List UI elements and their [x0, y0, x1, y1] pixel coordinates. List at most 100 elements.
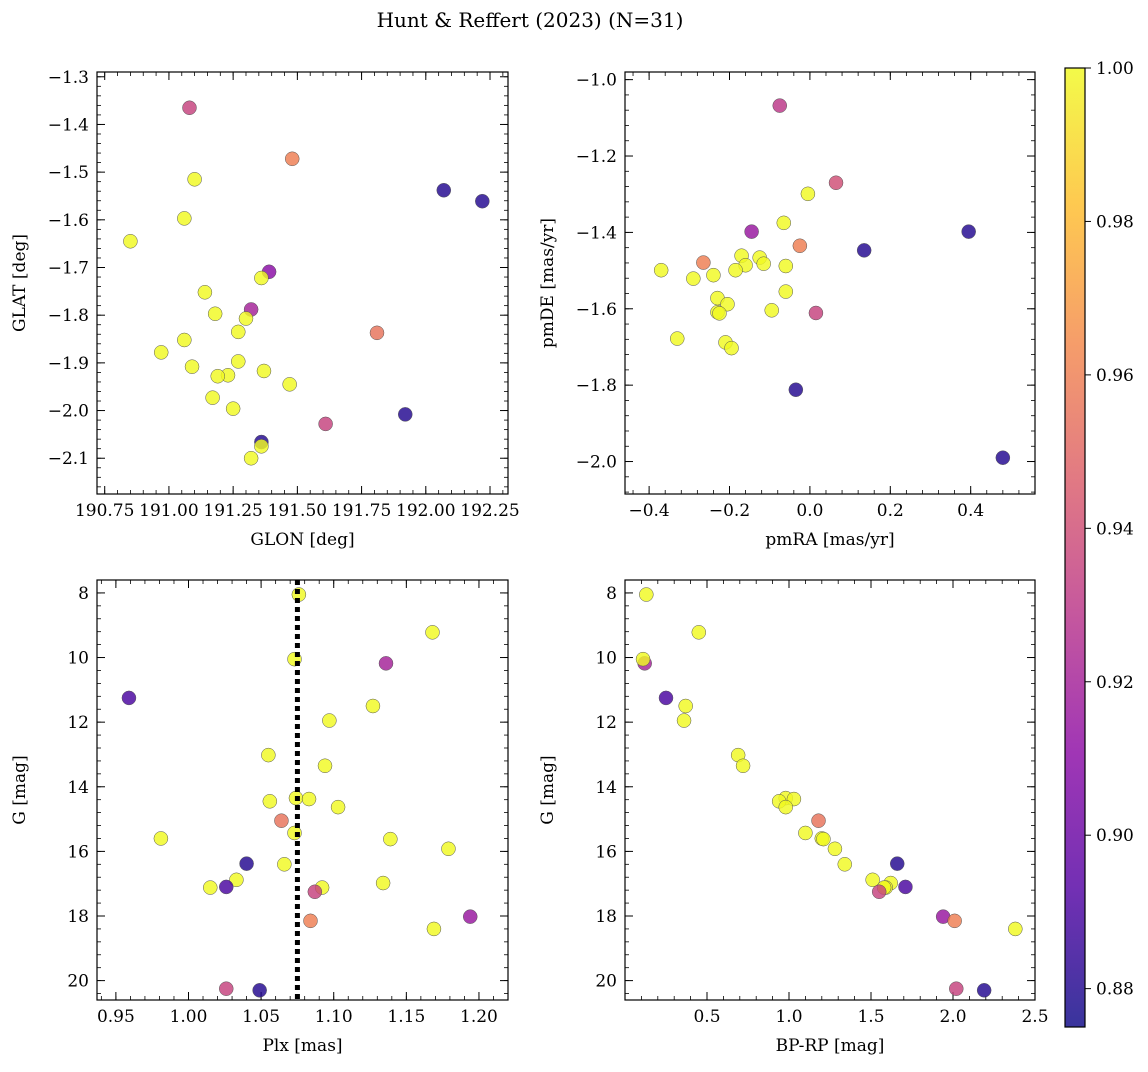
x-tick-label: −0.4	[628, 501, 669, 521]
scatter-point	[177, 332, 192, 348]
x-tick-label: 1.15	[387, 1007, 425, 1027]
scatter-point	[239, 856, 254, 871]
y-tick-label: −2.1	[48, 449, 89, 469]
scatter-point	[764, 303, 779, 318]
x-tick-label: 1.00	[170, 1007, 208, 1027]
x-tick-label: 192.25	[460, 501, 519, 521]
scatter-point	[121, 690, 137, 706]
scatter-point	[475, 193, 490, 209]
y-tick-label: 20	[595, 972, 617, 992]
x-tick-label: 2.0	[939, 1007, 966, 1027]
x-tick-label: 1.05	[242, 1007, 280, 1027]
x-tick-label: 191.50	[268, 501, 327, 521]
scatter-point	[262, 794, 278, 809]
scatter-point	[778, 284, 794, 299]
scatter-point	[219, 981, 234, 996]
panel-bprp-g: 0.5 1.0 1.5 2.0 2.5 8 10 12 14 16 18 20 BP-RP [mag] G…	[538, 579, 1049, 1056]
scatter-point	[720, 296, 735, 312]
y-tick-label: −2.0	[48, 402, 89, 422]
y-tick-label: −1.6	[48, 211, 89, 231]
x-tick-label: −0.2	[709, 501, 750, 521]
x-axis-label: GLON [deg]	[250, 530, 354, 550]
y-tick-label: −1.6	[576, 300, 617, 320]
plot-frame	[96, 71, 509, 495]
colorbar-tick-label: 0.90	[1096, 826, 1134, 846]
colorbar-tick-label: 1.00	[1096, 59, 1134, 79]
x-tick-label: 2.5	[1021, 1007, 1048, 1027]
plot-frame	[624, 579, 1036, 1001]
y-tick-label: 18	[67, 907, 89, 927]
scatter-point	[949, 981, 964, 996]
scatter-point	[207, 306, 223, 322]
scatter-point	[317, 758, 333, 774]
x-tick-label: 0.5	[693, 1007, 720, 1027]
scatter-point	[231, 354, 246, 369]
colorbar-tick-label: 0.88	[1096, 980, 1134, 1000]
x-tick-label: 192.00	[396, 501, 455, 521]
scatter-point	[187, 172, 202, 187]
scatter-point	[307, 884, 323, 900]
figure-title: Hunt & Reffert (2023) (N=31)	[377, 8, 684, 32]
y-tick-label: −1.8	[48, 306, 89, 326]
scatter-point	[254, 270, 269, 286]
scatter-point	[724, 340, 739, 356]
scatter-point	[225, 401, 241, 416]
scatter-point	[778, 799, 793, 815]
scatter-point	[203, 880, 218, 895]
scatter-point	[322, 713, 337, 728]
scatter-point	[277, 857, 292, 872]
plot-frame	[96, 579, 509, 1001]
scatter-point	[827, 841, 843, 857]
scatter-point	[676, 713, 692, 728]
scatter-point	[800, 186, 816, 202]
scatter-point	[653, 262, 669, 278]
scatter-point	[816, 831, 831, 847]
scatter-point	[383, 831, 398, 847]
scatter-point	[871, 884, 887, 900]
scatter-point	[898, 879, 913, 895]
scatter-point	[365, 698, 381, 714]
scatter-point	[177, 211, 192, 226]
y-tick-label: 8	[606, 584, 617, 604]
y-tick-label: 10	[595, 649, 617, 669]
scatter-point	[696, 255, 711, 270]
scatter-point	[378, 656, 394, 671]
y-tick-label: −1.3	[48, 68, 89, 88]
y-tick-label: 14	[67, 778, 89, 798]
x-axis-label: Plx [mas]	[262, 1036, 342, 1056]
x-axis-label: BP-RP [mag]	[776, 1036, 885, 1056]
y-tick-label: −1.9	[48, 354, 89, 374]
colorbar-tick-label: 0.98	[1096, 212, 1134, 232]
scatter-point	[261, 747, 276, 763]
scatter-point	[856, 243, 872, 258]
colorbar-tick-label: 0.92	[1096, 673, 1134, 693]
scatter-point	[889, 856, 905, 871]
scatter-point	[1008, 921, 1023, 937]
x-tick-label: 191.00	[139, 501, 198, 521]
y-tick-label: 14	[595, 778, 617, 798]
scatter-point	[153, 345, 169, 360]
y-tick-label: 8	[78, 584, 89, 604]
colorbar: 0.88 0.90 0.92 0.94 0.96 0.98 1.00	[1064, 59, 1134, 1028]
y-axis-label: GLAT [deg]	[10, 234, 30, 332]
scatter-point	[197, 285, 213, 300]
scatter-point	[865, 872, 880, 888]
panel-pmra-pmde: −0.4 −0.2 0.0 0.2 0.4 −2.0 −1.8 −1.6 −1.4 −1.2 −1.…	[538, 71, 1036, 550]
scatter-point	[436, 183, 452, 198]
y-tick-label: −1.2	[576, 147, 617, 167]
scatter-point	[728, 262, 743, 278]
y-tick-label: −1.5	[48, 163, 89, 183]
scatter-point	[798, 825, 813, 841]
y-axis-label: G [mag]	[10, 755, 30, 824]
scatter-point	[369, 325, 385, 341]
y-tick-label: 10	[67, 649, 89, 669]
x-tick-label: 0.95	[97, 1007, 135, 1027]
y-tick-label: 16	[595, 842, 617, 862]
scatter-point	[303, 913, 318, 929]
y-axis-label: pmDE [mas/yr]	[538, 218, 558, 348]
x-tick-label: 190.75	[75, 501, 134, 521]
x-tick-label: 1.20	[460, 1007, 498, 1027]
x-tick-label: 1.0	[775, 1007, 802, 1027]
colorbar-tick-label: 0.96	[1096, 366, 1134, 386]
